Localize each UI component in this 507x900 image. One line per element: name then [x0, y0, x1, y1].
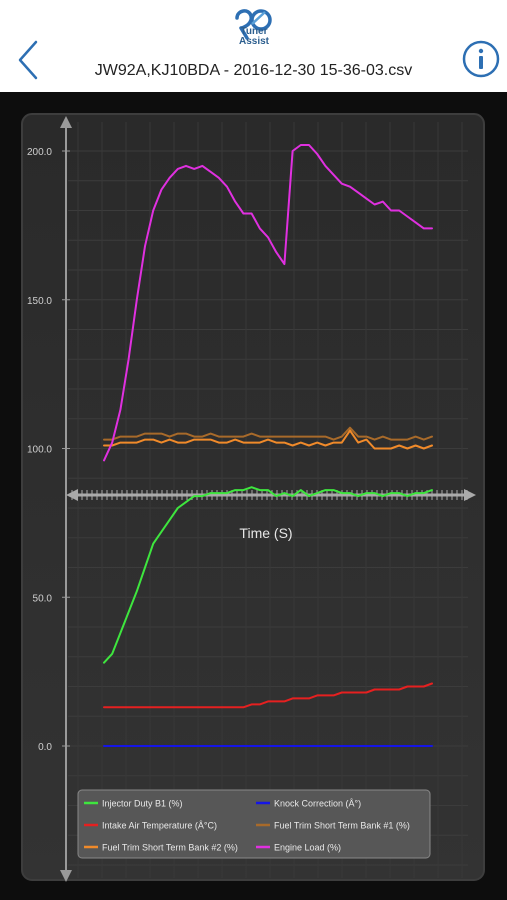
series-line	[103, 144, 433, 462]
chart-area[interactable]: 0.0 50.0 100.0 150.0 200.0 Time (S) Injector …	[0, 92, 507, 900]
y-tick-label: 0.0	[38, 742, 52, 753]
chevron-left-icon[interactable]	[14, 38, 44, 82]
y-tick-label: 100.0	[27, 445, 52, 456]
series-line	[103, 486, 433, 664]
y-tick-label: 150.0	[27, 296, 52, 307]
legend-label: Fuel Trim Short Term Bank #2 (%)	[102, 843, 238, 853]
logo-text-line2: Assist	[238, 36, 269, 47]
logo-text-line1: Tuner	[240, 26, 268, 37]
legend-label: Intake Air Temperature (Â°C)	[102, 821, 217, 831]
file-title: JW92A,KJ10BDA - 2016-12-30 15-36-03.csv	[94, 62, 413, 79]
series-line	[103, 682, 433, 709]
chart-panel	[21, 113, 485, 881]
legend-label: Fuel Trim Short Term Bank #1 (%)	[274, 821, 410, 831]
tuner-assist-logo	[235, 9, 272, 40]
legend-label: Knock Correction (Â°)	[274, 799, 361, 809]
x-axis-label: Time (S)	[239, 525, 292, 541]
y-axis-arrow-bottom	[60, 870, 72, 882]
series-lines	[103, 144, 433, 747]
series-line	[103, 426, 433, 441]
y-tick-label: 200.0	[27, 147, 52, 158]
info-circle-icon[interactable]	[462, 40, 500, 78]
legend-label: Engine Load (%)	[274, 843, 341, 853]
logo-text: Tuner Assist	[221, 27, 287, 47]
app-header: Tuner Assist JW92A,KJ10BDA - 2016-12-30 …	[0, 0, 507, 92]
series-line	[103, 429, 433, 450]
axes: 0.0 50.0 100.0 150.0 200.0 Time (S)	[27, 116, 476, 882]
y-axis-arrow-top	[60, 116, 72, 128]
line-chart[interactable]: 0.0 50.0 100.0 150.0 200.0 Time (S) Injector …	[0, 92, 507, 900]
legend: Injector Duty B1 (%) Knock Correction (Â°…	[77, 789, 431, 859]
y-tick-label: 50.0	[33, 593, 53, 604]
legend-label: Injector Duty B1 (%)	[102, 799, 183, 809]
legend-box	[77, 789, 431, 859]
